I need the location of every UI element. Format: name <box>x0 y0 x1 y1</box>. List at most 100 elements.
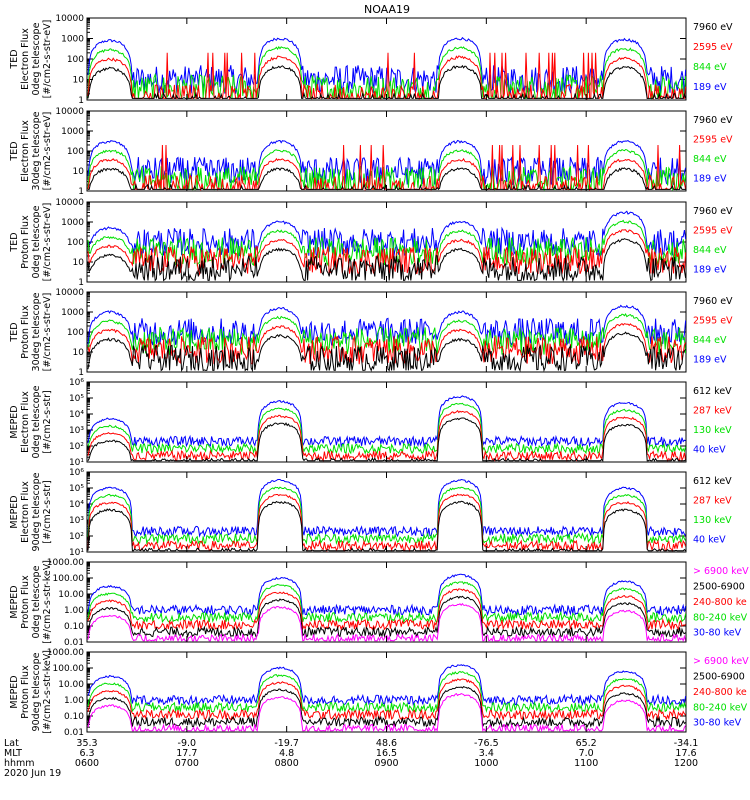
x-tick-label-lat: 65.2 <box>576 738 597 749</box>
y-tick-label: 10³ <box>69 516 84 526</box>
series-line-287-keV <box>87 409 686 462</box>
y-tick-label: 10.00 <box>58 680 84 690</box>
y-tick-label: 10² <box>69 532 84 542</box>
y-tick-label: 1 <box>78 278 84 288</box>
y-tick-label: 1000.00 <box>47 558 84 568</box>
y-axis-label: 90deg telescope <box>31 652 42 731</box>
series-line-189-eV <box>87 139 686 187</box>
x-tick-label-hhmm: 1200 <box>674 758 698 769</box>
y-axis-label: [#/cm2-s-str-keV] <box>42 650 53 734</box>
x-tick-label-hhmm: 1000 <box>474 758 498 769</box>
y-axis-label: MEPED <box>9 405 20 438</box>
x-tick-label-lat: -9.0 <box>178 738 197 749</box>
y-tick-label: 1000 <box>61 218 84 228</box>
panel-meped-p-0: 0.01 0.10 1.00 10.00 100.00 1000.00 MEPED Proto… <box>9 558 749 648</box>
panels: 1 10 100 1000 10000 TED Electron Flux 0deg tele… <box>9 14 749 738</box>
y-axis-label: MEPED <box>9 495 20 528</box>
y-tick-label: 10⁶ <box>69 378 84 388</box>
x-axis: 35.36.30600-9.017.70700-19.74.8080048.61… <box>4 18 698 779</box>
x-tick-label-mlt: 16.5 <box>376 748 397 759</box>
series-line-2500-6900 <box>87 685 686 729</box>
series-line-40-keV <box>87 395 686 448</box>
legend-entry: 189 eV <box>693 264 727 275</box>
y-axis-label: MEPED <box>9 675 20 708</box>
y-tick-label: 10.00 <box>58 590 84 600</box>
panel-meped-p-90: 0.01 0.10 1.00 10.00 100.00 1000.00 MEPED Proto… <box>9 648 749 738</box>
y-axis-label: 0deg telescope <box>31 22 42 95</box>
legend-entry: 40 keV <box>693 534 726 545</box>
y-axis-label: MEPED <box>9 585 20 618</box>
legend-entry: 7960 eV <box>693 206 733 217</box>
y-tick-label: 1000 <box>61 35 84 45</box>
y-tick-label: 100.00 <box>53 664 85 674</box>
series-line-844-eV <box>87 313 686 356</box>
y-axis-label: Electron Flux <box>20 120 31 182</box>
y-tick-label: 10⁴ <box>69 500 84 510</box>
y-tick-label: 0.10 <box>64 712 84 722</box>
y-tick-label: 10⁵ <box>69 394 84 404</box>
y-tick-label: 10¹ <box>69 458 84 468</box>
x-tick-label-lat: -76.5 <box>474 738 499 749</box>
legend-entry: 844 eV <box>693 335 727 346</box>
y-tick-label: 100.00 <box>53 574 85 584</box>
y-axis-label: TED <box>9 49 20 69</box>
series-group <box>87 573 686 642</box>
x-tick-label-mlt: 17.7 <box>176 748 197 759</box>
x-tick-label-lat: -34.1 <box>674 738 699 749</box>
series-group <box>87 478 686 552</box>
y-tick-label: 10 <box>73 348 85 358</box>
y-tick-label: 1000 <box>61 127 84 137</box>
x-tick-label-lat: 35.3 <box>76 738 97 749</box>
series-group <box>87 139 686 191</box>
y-tick-label: 10¹ <box>69 548 84 558</box>
y-tick-label: 100 <box>67 147 84 157</box>
chart-title: NOAA19 <box>364 3 410 16</box>
y-tick-label: 10⁵ <box>69 484 84 494</box>
y-tick-label: 1.00 <box>64 606 84 616</box>
y-axis-label: [#/cm2-s-str-eV] <box>42 112 53 191</box>
panel-frame <box>86 201 687 283</box>
y-tick-label: 10 <box>73 76 85 86</box>
panel-frame <box>86 381 687 463</box>
y-axis-label: 0deg telescope <box>31 205 42 278</box>
series-group <box>87 304 686 372</box>
y-tick-label: 10 <box>73 258 85 268</box>
legend-entry: > 6900 keV <box>693 656 749 667</box>
panel-ted-p-0: 1 10 100 1000 10000 TED Proton Flux 0deg telesc… <box>9 198 733 288</box>
y-axis-label: Electron Flux <box>20 481 31 543</box>
x-row-label: hhmm <box>4 758 35 769</box>
series-line-189-eV <box>87 304 686 347</box>
panel-ted-e-30: 1 10 100 1000 10000 TED Electron Flux 30deg tel… <box>9 107 733 197</box>
y-tick-label: 100 <box>67 55 84 65</box>
legend-entry: > 6900 keV <box>693 566 749 577</box>
legend-entry: 189 eV <box>693 82 727 93</box>
legend-entry: 189 eV <box>693 354 727 365</box>
y-axis-label: [#/cm2-s-str] <box>42 390 53 453</box>
series-line-80-240-keV <box>87 670 686 714</box>
y-axis-label: Electron Flux <box>20 391 31 453</box>
legend-entry: 844 eV <box>693 62 727 73</box>
y-axis-label: Proton Flux <box>20 305 31 359</box>
series-group <box>87 210 686 282</box>
x-tick-label-lat: -19.7 <box>274 738 299 749</box>
y-tick-label: 10000 <box>55 288 84 298</box>
x-row-label: MLT <box>4 748 22 759</box>
panel-frame <box>86 471 687 553</box>
x-tick-label-hhmm: 0900 <box>374 758 398 769</box>
y-axis-label: [#/cm2-s-str-eV] <box>42 293 53 372</box>
y-tick-label: 10000 <box>55 198 84 208</box>
y-axis-label: 90deg telescope <box>31 472 42 551</box>
y-tick-label: 10⁴ <box>69 410 84 420</box>
series-line-40-keV <box>87 478 686 538</box>
x-tick-label-mlt: 17.6 <box>675 748 696 759</box>
x-tick-label-mlt: 4.8 <box>279 748 294 759</box>
y-axis-label: TED <box>9 322 20 342</box>
x-tick-label-hhmm: 0600 <box>75 758 99 769</box>
panel-meped-e-0: 10¹ 10² 10³ 10⁴ 10⁵ 10⁶ MEPED Electron Flux 0deg… <box>9 378 732 468</box>
y-tick-label: 1 <box>78 96 84 106</box>
legend-entry: 30-80 keV <box>693 628 742 639</box>
y-tick-label: 10² <box>69 442 84 452</box>
x-tick-label-hhmm: 0800 <box>275 758 299 769</box>
y-axis-label: [#/cm2-s-str-keV] <box>42 560 53 644</box>
